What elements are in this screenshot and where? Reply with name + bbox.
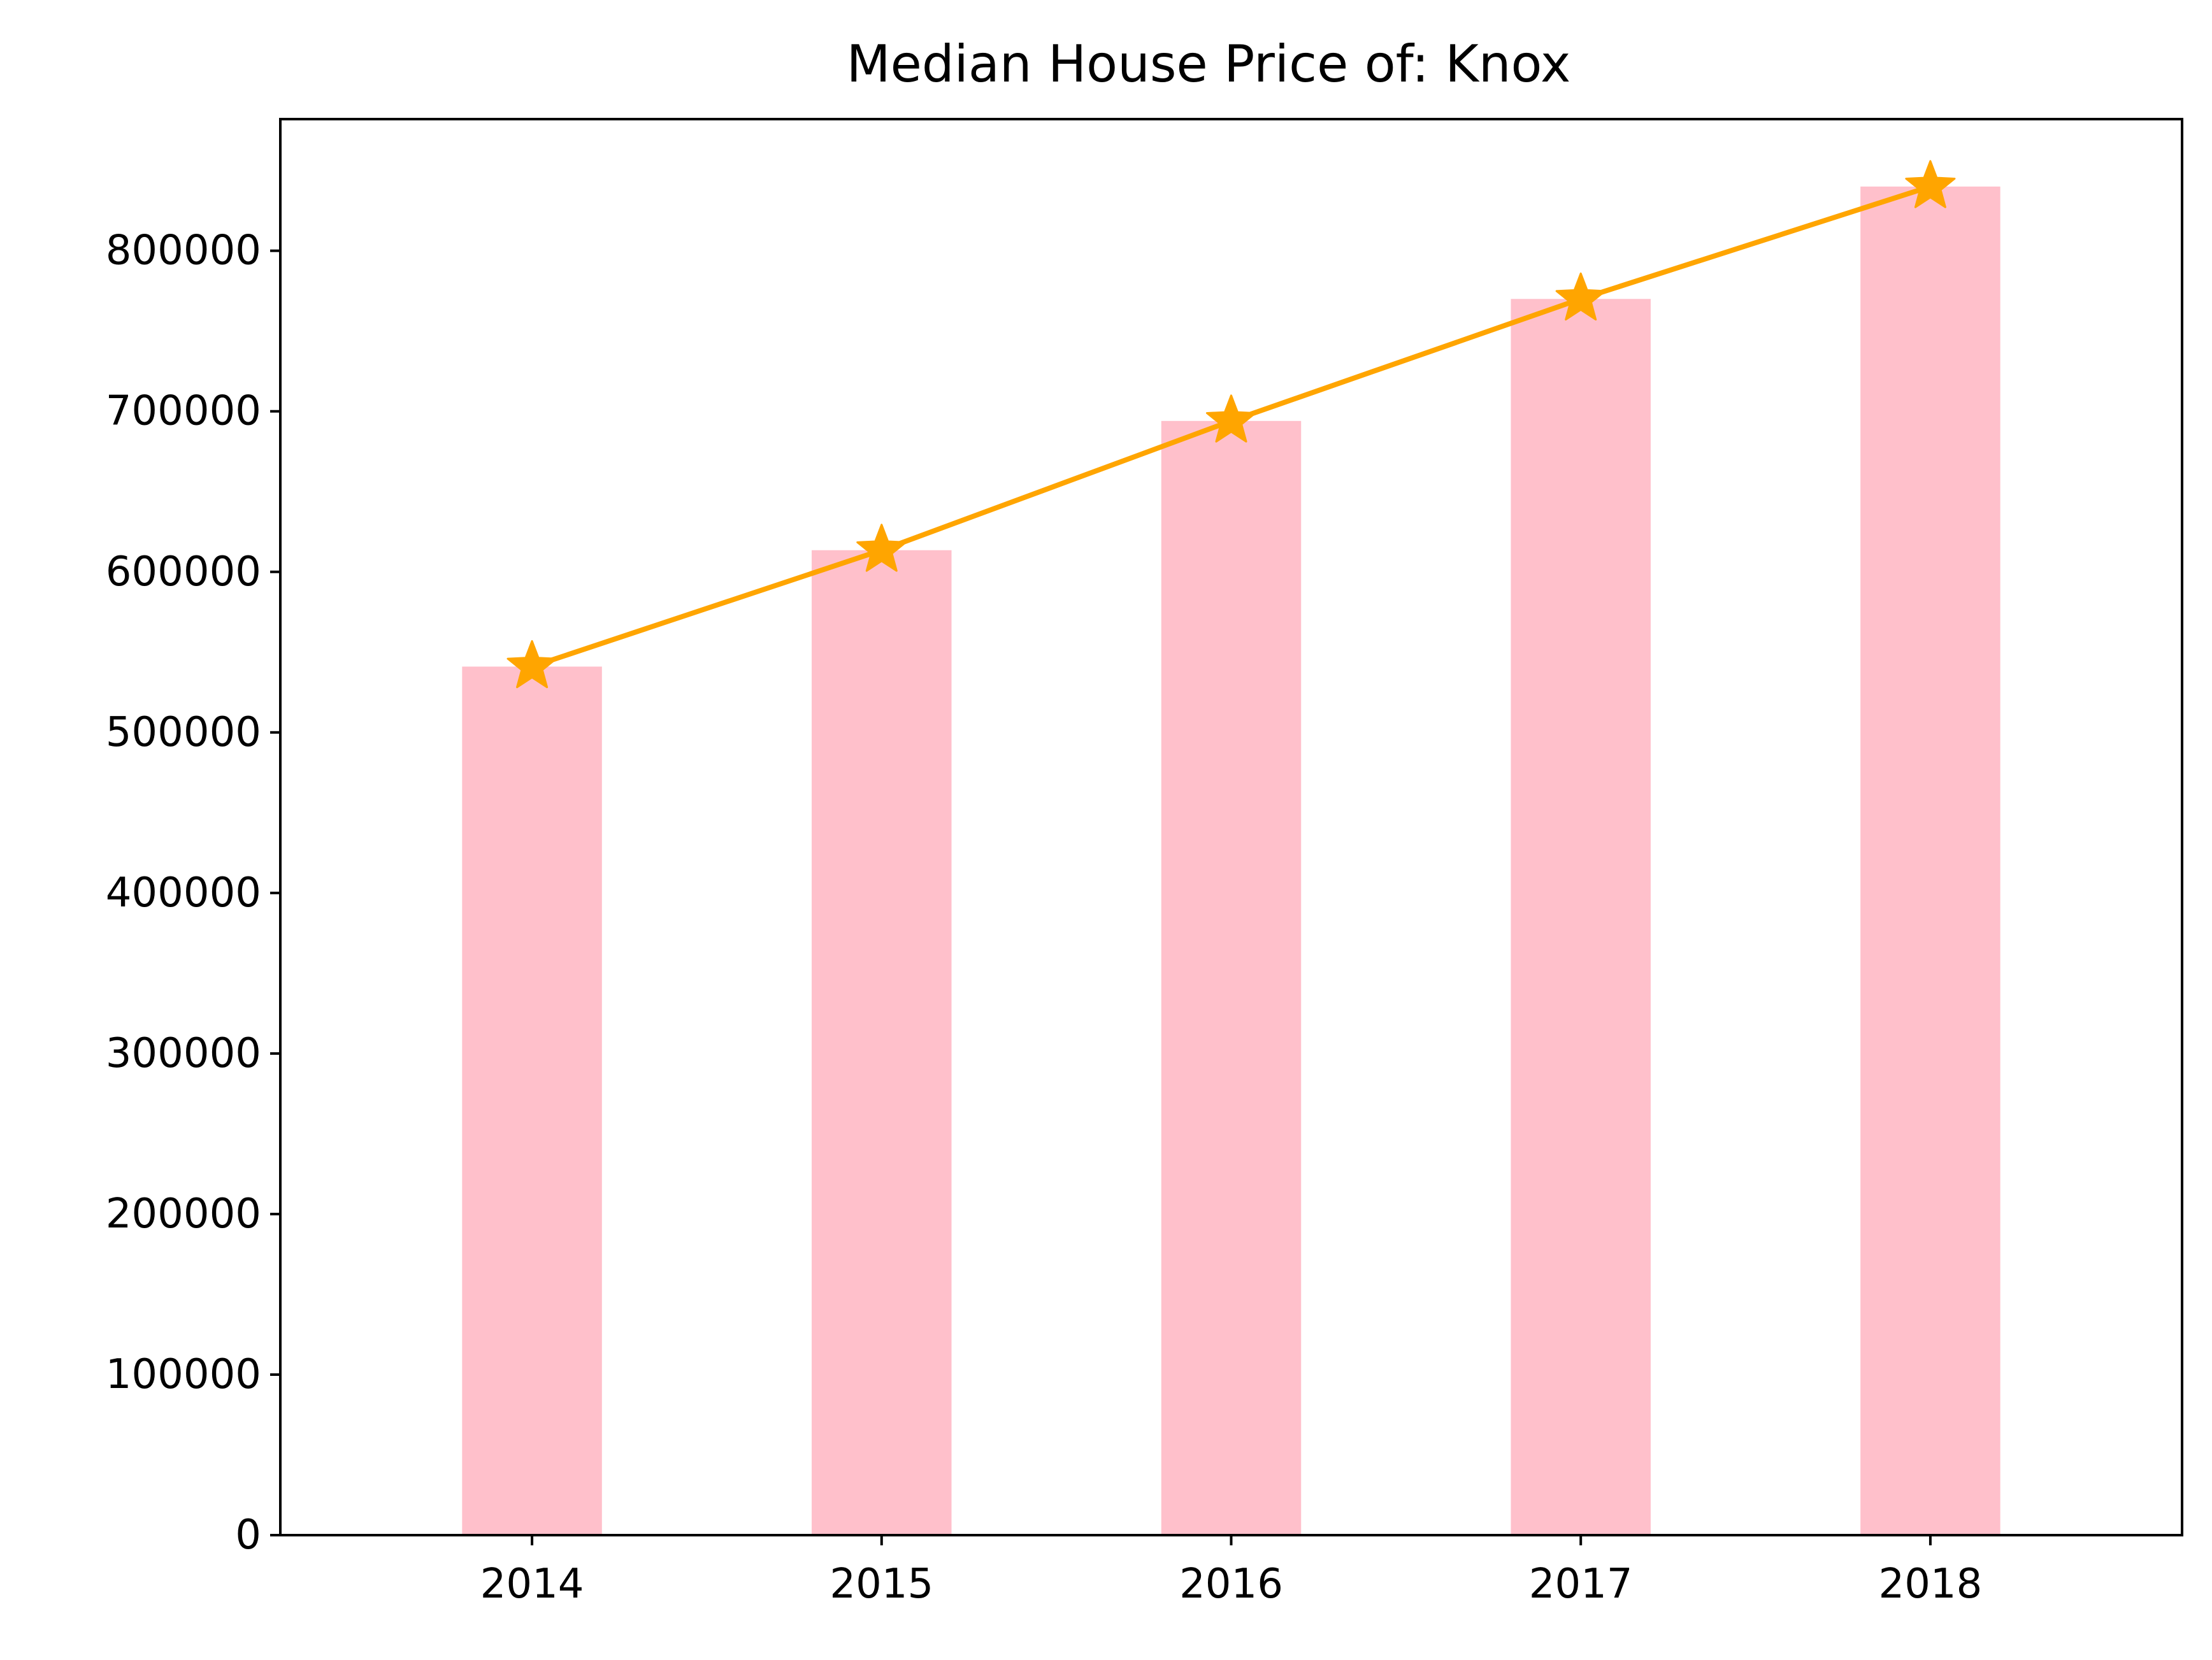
y-tick-label-100000: 100000: [106, 1351, 261, 1398]
bar-2018: [1860, 186, 2000, 1535]
star-marker-2016: [1205, 394, 1257, 443]
chart-title: Median House Price of: Knox: [847, 34, 1571, 94]
x-tick-label-2017: 2017: [1529, 1561, 1633, 1608]
y-tick-label-0: 0: [235, 1512, 261, 1559]
y-tick-label-500000: 500000: [106, 709, 261, 756]
line-layer: [506, 160, 1956, 689]
star-marker-2017: [1555, 272, 1606, 321]
x-tick-label-2018: 2018: [1878, 1561, 1982, 1608]
y-tick-label-800000: 800000: [106, 227, 261, 275]
star-marker-2015: [856, 524, 907, 572]
x-tick-label-2014: 2014: [480, 1561, 584, 1608]
bar-2015: [812, 550, 952, 1535]
bar-2016: [1161, 420, 1302, 1536]
bar-2014: [462, 666, 602, 1535]
bar-2017: [1511, 299, 1651, 1536]
y-tick-label-400000: 400000: [106, 869, 261, 917]
bars-layer: [462, 186, 2000, 1536]
x-tick-label-2015: 2015: [830, 1561, 933, 1608]
x-tick-label-2016: 2016: [1179, 1561, 1283, 1608]
y-tick-label-600000: 600000: [106, 548, 261, 596]
y-tick-label-300000: 300000: [106, 1030, 261, 1077]
y-tick-label-200000: 200000: [106, 1191, 261, 1238]
star-marker-2018: [1905, 160, 1956, 208]
axes-layer: 0 100000 200000 300000 400000 500000 600000 700…: [106, 118, 2183, 1608]
star-marker-2014: [506, 640, 557, 689]
y-tick-label-700000: 700000: [106, 388, 261, 435]
